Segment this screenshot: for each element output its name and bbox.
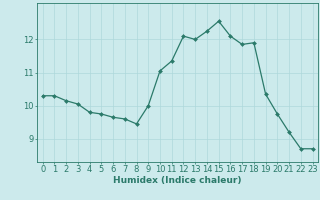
X-axis label: Humidex (Indice chaleur): Humidex (Indice chaleur)	[113, 176, 242, 185]
